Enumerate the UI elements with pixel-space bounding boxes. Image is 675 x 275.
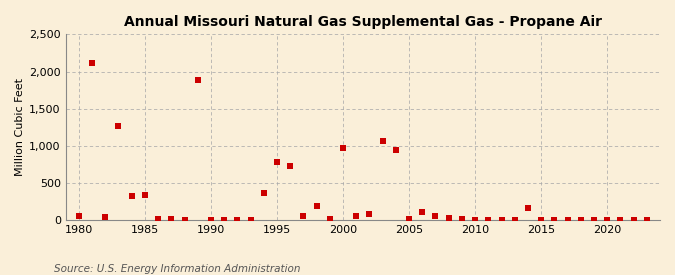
Point [470,218,481,222]
Point [74,213,84,218]
Point [483,218,493,222]
Point [140,193,151,198]
Point [628,218,639,222]
Point [325,217,335,221]
Point [602,218,613,222]
Point [351,213,362,218]
Point [311,204,322,208]
Point [510,218,520,222]
Title: Annual Missouri Natural Gas Supplemental Gas - Propane Air: Annual Missouri Natural Gas Supplemental… [124,15,602,29]
Point [641,218,652,222]
Point [496,218,507,222]
Point [377,139,388,143]
Point [100,215,111,219]
Point [113,124,124,128]
Point [285,164,296,168]
Point [549,218,560,222]
Point [192,78,203,83]
Point [536,218,547,222]
Point [430,213,441,218]
Point [206,218,217,222]
Point [390,148,401,153]
Point [364,212,375,216]
Point [298,214,308,219]
Point [589,218,599,222]
Point [417,210,428,214]
Y-axis label: Million Cubic Feet: Million Cubic Feet [15,78,25,176]
Point [259,191,269,195]
Point [153,217,163,221]
Point [179,218,190,222]
Point [562,218,573,222]
Point [271,160,282,164]
Point [86,61,97,65]
Point [443,216,454,220]
Point [522,206,533,210]
Text: Source: U.S. Energy Information Administration: Source: U.S. Energy Information Administ… [54,264,300,274]
Point [338,146,348,150]
Point [219,218,230,222]
Point [245,218,256,222]
Point [166,217,177,221]
Point [126,194,137,198]
Point [232,218,243,222]
Point [404,217,414,221]
Point [615,218,626,222]
Point [575,218,586,222]
Point [456,217,467,221]
